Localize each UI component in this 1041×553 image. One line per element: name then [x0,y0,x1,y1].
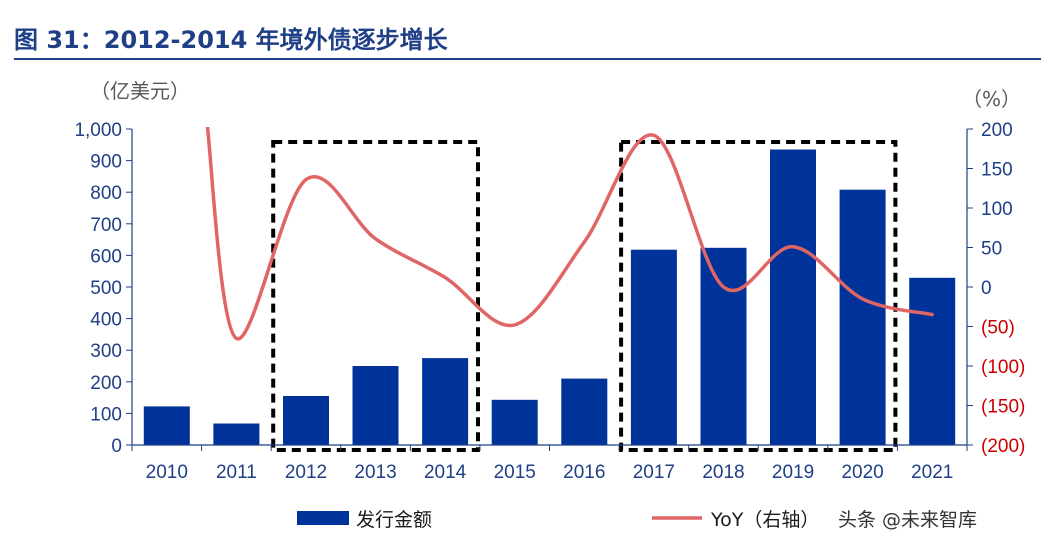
x-tick-label-2011: 2011 [216,462,257,483]
bar-2021 [909,277,956,445]
x-tick-label-2020: 2020 [841,462,883,483]
left-tick-label: 600 [90,246,122,267]
x-tick-label-2015: 2015 [494,462,536,483]
right-tick-label: 100 [981,199,1013,220]
left-tick-label: 1,000 [74,120,122,141]
bar-2019 [770,149,816,445]
highlight-box-2 [619,140,898,452]
right-tick-label: (100) [981,357,1025,378]
watermark: 头条 @未来智库 [838,509,977,531]
bar-2017 [630,249,677,445]
legend-bar-label: 发行金额 [356,509,432,531]
left-tick-label: 0 [111,436,122,457]
bar-2016 [561,378,608,445]
highlight-box-1 [271,140,481,452]
bar-2011 [213,423,260,445]
bar-2020 [839,189,886,445]
bar-2010 [143,406,190,445]
left-tick-label: 300 [90,341,122,362]
page-title: 图 31：2012-2014 年境外债逐步增长 [14,26,448,54]
right-tick-label: 200 [981,120,1013,141]
left-axis-unit: （亿美元） [90,79,190,103]
x-tick-label-2013: 2013 [354,462,396,483]
left-tick-label: 500 [90,278,122,299]
bar-2018 [700,247,747,445]
right-tick-label: 0 [981,278,992,299]
x-tick-label-2014: 2014 [424,462,467,483]
x-tick-label-2017: 2017 [633,462,675,483]
x-tick-label-2021: 2021 [911,462,953,483]
left-tick-label: 200 [90,373,122,394]
bar-2014 [422,358,469,445]
right-tick-label: 50 [981,239,1002,260]
right-tick-label: 150 [981,160,1013,181]
right-tick-label: (50) [981,318,1015,339]
legend-line-label: YoY（右轴） [710,509,819,531]
x-tick-label-2018: 2018 [702,462,744,483]
bar-2015 [491,399,538,445]
legend-bar-swatch [297,511,349,525]
x-tick-label-2012: 2012 [285,462,327,483]
bar-2013 [352,366,399,445]
x-tick-label-2016: 2016 [563,462,605,483]
legend: 发行金额 YoY（右轴） [297,509,819,531]
left-tick-label: 700 [90,215,122,236]
left-tick-label: 400 [90,310,122,331]
right-tick-label: (200) [981,436,1025,457]
left-tick-label: 800 [90,183,122,204]
x-tick-label-2019: 2019 [772,462,814,483]
left-tick-label: 900 [90,152,122,173]
title-underline [14,58,1041,60]
left-tick-label: 100 [90,404,122,425]
right-axis-unit: （%） [962,87,1021,111]
x-tick-label-2010: 2010 [146,462,188,483]
yoy-line [205,127,934,341]
bar-2012 [283,396,329,445]
right-tick-label: (150) [981,397,1025,418]
